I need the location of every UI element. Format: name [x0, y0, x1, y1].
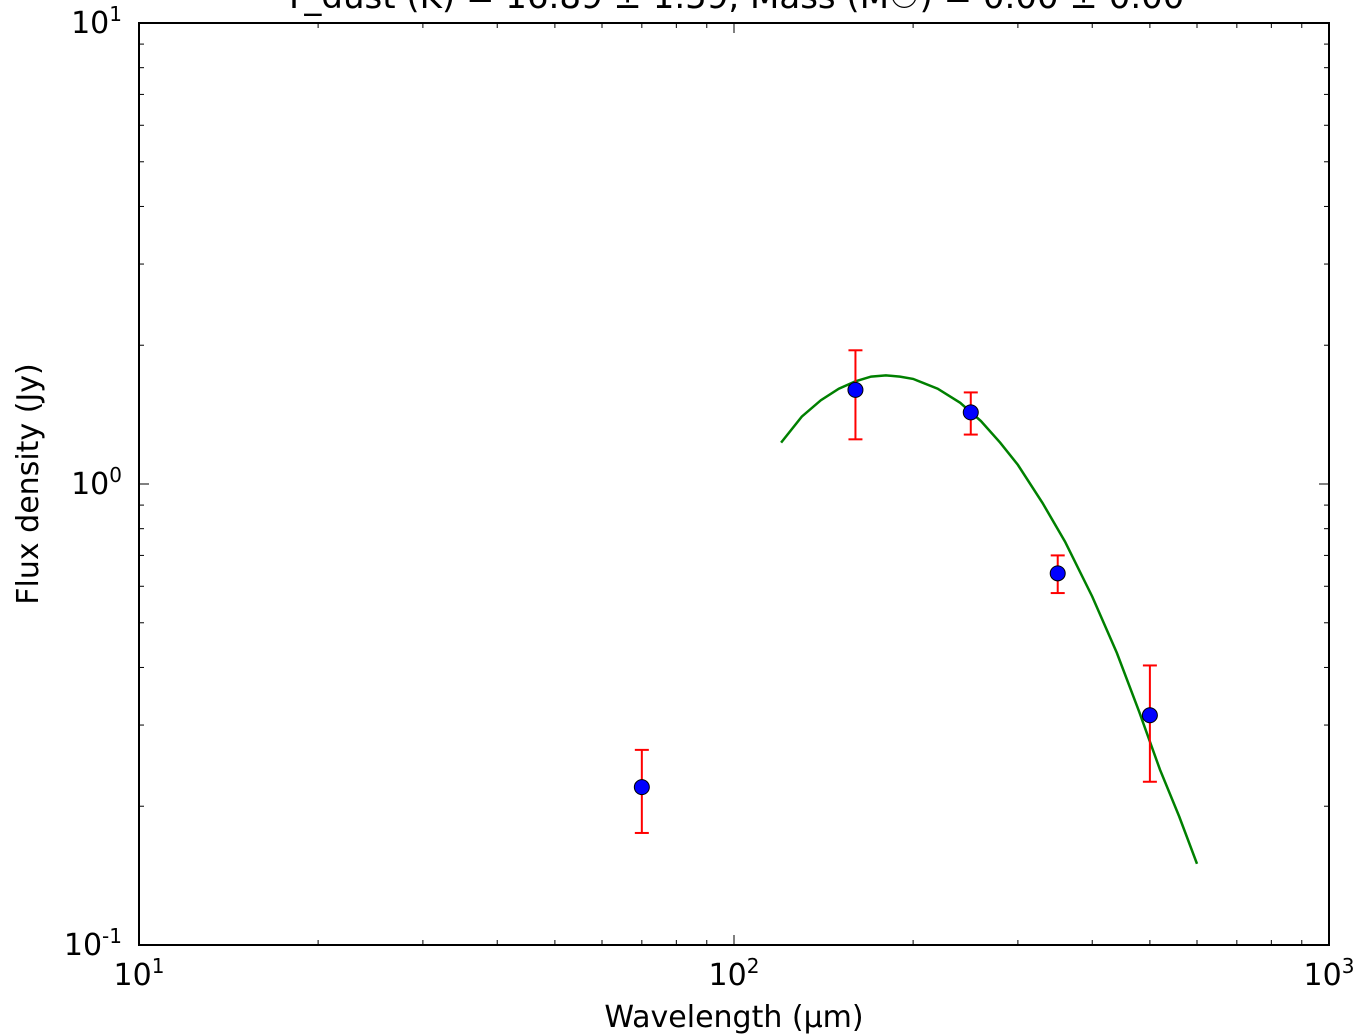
point-marker — [1049, 565, 1066, 582]
point-marker — [962, 404, 979, 421]
x-tick-label: 103 — [1304, 954, 1355, 993]
y-tick-label: 10-1 — [64, 924, 122, 963]
model-fit-line — [780, 374, 1199, 865]
point-marker — [1141, 707, 1158, 724]
point-marker — [847, 381, 864, 398]
data-series — [633, 349, 1199, 865]
y-axis-label: Flux density (Jy) — [11, 363, 46, 604]
plot-frame — [138, 22, 1330, 946]
point-marker — [633, 779, 650, 796]
data-point — [847, 349, 864, 441]
tick-marks — [138, 22, 1330, 946]
x-axis-label: Wavelength (μm) — [604, 1000, 863, 1035]
y-tick-label: 100 — [71, 463, 122, 502]
y-tick-label: 101 — [71, 2, 122, 41]
chart-title: T_dust (K) = 16.89 ± 1.59, Mass (M☉) = 0… — [283, 0, 1185, 17]
data-point — [633, 748, 650, 834]
data-point — [1141, 664, 1158, 783]
x-tick-label: 101 — [114, 954, 165, 993]
x-tick-label: 102 — [709, 954, 760, 993]
tick-labels: 101 102 103 10-1 100 101 — [64, 2, 1355, 993]
data-point — [1049, 554, 1066, 595]
data-point — [962, 391, 979, 436]
